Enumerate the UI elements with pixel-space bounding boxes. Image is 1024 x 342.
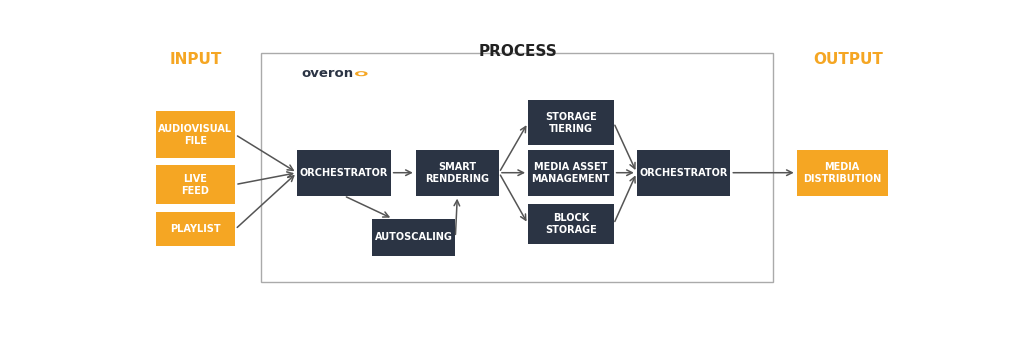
Text: AUTOSCALING: AUTOSCALING xyxy=(375,232,453,242)
Text: PROCESS: PROCESS xyxy=(479,44,558,59)
Text: BLOCK
STORAGE: BLOCK STORAGE xyxy=(545,213,597,235)
FancyBboxPatch shape xyxy=(372,219,456,256)
FancyBboxPatch shape xyxy=(797,150,888,196)
Text: LIVE
FEED: LIVE FEED xyxy=(181,173,209,196)
Text: AUDIOVISUAL
FILE: AUDIOVISUAL FILE xyxy=(159,123,232,146)
Text: MEDIA ASSET
MANAGEMENT: MEDIA ASSET MANAGEMENT xyxy=(531,162,610,184)
FancyBboxPatch shape xyxy=(528,203,613,245)
FancyBboxPatch shape xyxy=(297,150,391,196)
FancyBboxPatch shape xyxy=(637,150,730,196)
Bar xyxy=(261,53,773,282)
Text: MEDIA
DISTRIBUTION: MEDIA DISTRIBUTION xyxy=(803,162,882,184)
Text: ORCHESTRATOR: ORCHESTRATOR xyxy=(300,168,388,178)
Circle shape xyxy=(355,72,367,76)
FancyBboxPatch shape xyxy=(156,166,236,203)
Circle shape xyxy=(359,73,364,75)
FancyBboxPatch shape xyxy=(416,150,499,196)
FancyBboxPatch shape xyxy=(528,150,613,196)
Text: STORAGE
TIERING: STORAGE TIERING xyxy=(545,112,597,134)
Text: PLAYLIST: PLAYLIST xyxy=(170,224,221,234)
Text: overon: overon xyxy=(301,67,353,80)
Text: OUTPUT: OUTPUT xyxy=(814,52,884,67)
FancyBboxPatch shape xyxy=(528,100,613,145)
FancyBboxPatch shape xyxy=(156,212,236,247)
Text: SMART
RENDERING: SMART RENDERING xyxy=(425,162,489,184)
Text: ORCHESTRATOR: ORCHESTRATOR xyxy=(639,168,728,178)
Text: INPUT: INPUT xyxy=(169,52,221,67)
FancyBboxPatch shape xyxy=(156,111,236,158)
